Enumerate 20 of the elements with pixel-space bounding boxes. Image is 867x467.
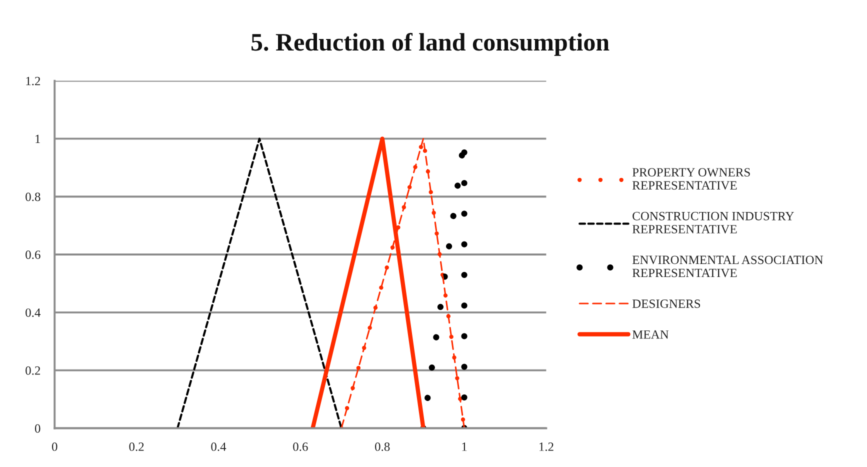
legend-label: PROPERTY OWNERS REPRESENTATIVE bbox=[632, 168, 750, 190]
x-tick-label: 1 bbox=[462, 442, 467, 451]
y-tick-label: 0.6 bbox=[26, 250, 40, 260]
chart-title: 5. Reduction of land consumption bbox=[251, 32, 610, 56]
x-tick-label: 1.2 bbox=[539, 442, 554, 451]
y-tick-label: 0 bbox=[34, 424, 40, 433]
x-tick-label: 0.8 bbox=[375, 442, 390, 451]
legend-label: CONSTRUCTION INDUSTRY REPRESENTATIVE bbox=[632, 212, 794, 234]
y-tick-label: 0.4 bbox=[26, 308, 41, 317]
legend-label: DESIGNERS bbox=[632, 300, 700, 308]
y-tick-label: 1 bbox=[36, 134, 40, 144]
x-tick-label: 0.6 bbox=[293, 442, 308, 451]
legend-label: ENVIRONMENTAL ASSOCIATION REPRESENTATIVE bbox=[632, 256, 824, 278]
y-tick-label: 0.2 bbox=[26, 366, 40, 375]
x-tick-label: 0 bbox=[52, 442, 58, 451]
x-tick-label: 0.4 bbox=[211, 442, 226, 451]
y-tick-label: 1.2 bbox=[26, 76, 40, 86]
legend-label: MEAN bbox=[632, 330, 669, 339]
x-tick-label: 0.2 bbox=[129, 442, 144, 451]
y-tick-label: 0.8 bbox=[26, 192, 40, 202]
